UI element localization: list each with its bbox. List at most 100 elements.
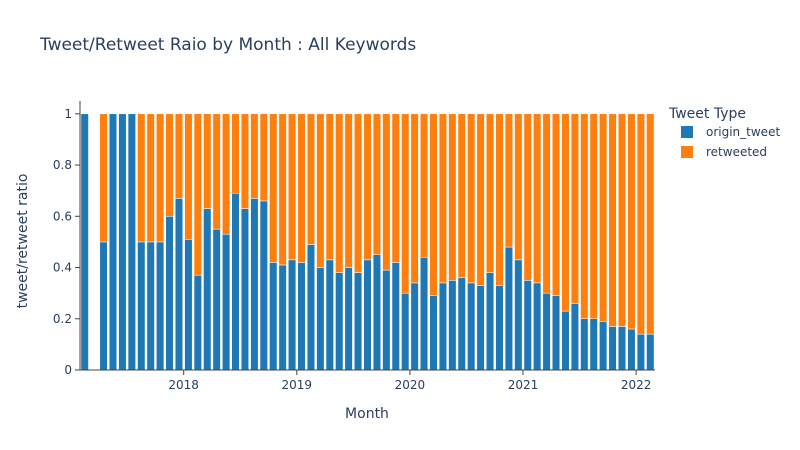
x-axis-title: Month	[345, 406, 389, 422]
bar-origin_tweet	[165, 216, 174, 371]
bar-retweeted	[476, 113, 485, 286]
bar-retweeted	[146, 113, 155, 243]
bar-origin_tweet	[533, 282, 542, 371]
bar-origin_tweet	[99, 241, 108, 371]
bar-retweeted	[306, 113, 315, 245]
bar-origin_tweet	[523, 280, 532, 371]
legend-label-origin_tweet: origin_tweet	[706, 125, 780, 139]
bar-retweeted	[288, 113, 297, 261]
bar-origin_tweet	[325, 259, 334, 371]
y-tick-label: 0.6	[53, 209, 72, 223]
bar-retweeted	[335, 113, 344, 273]
bar-origin_tweet	[269, 262, 278, 371]
bar-retweeted	[269, 113, 278, 263]
bar-retweeted	[486, 113, 495, 273]
bar-retweeted	[222, 113, 231, 235]
bar-origin_tweet	[156, 241, 165, 371]
bar-origin_tweet	[146, 241, 155, 371]
bar-origin_tweet	[127, 113, 136, 371]
y-tick-label: 0	[64, 363, 72, 377]
bar-origin_tweet	[203, 208, 212, 371]
bar-origin_tweet	[467, 282, 476, 371]
bar-retweeted	[646, 113, 655, 335]
bar-origin_tweet	[250, 198, 259, 371]
bar-retweeted	[457, 113, 466, 279]
x-tick-label: 2022	[621, 378, 652, 392]
bar-origin_tweet	[608, 326, 617, 371]
bar-retweeted	[599, 113, 608, 322]
chart-title: Tweet/Retweet Raio by Month : All Keywor…	[39, 35, 416, 55]
bar-retweeted	[382, 113, 391, 271]
bar-retweeted	[495, 113, 504, 286]
bar-origin_tweet	[212, 228, 221, 371]
bar-retweeted	[514, 113, 523, 261]
bar-origin_tweet	[561, 310, 570, 371]
y-tick-label: 0.4	[53, 261, 72, 275]
bar-origin_tweet	[448, 280, 457, 371]
bar-retweeted	[561, 113, 570, 312]
bar-retweeted	[467, 113, 476, 284]
bar-retweeted	[617, 113, 627, 327]
bar-origin_tweet	[552, 295, 561, 371]
bar-retweeted	[627, 113, 636, 330]
bar-origin_tweet	[354, 272, 363, 371]
bar-origin_tweet	[193, 274, 202, 371]
bar-retweeted	[401, 113, 410, 294]
y-axis-title: tweet/retweet ratio	[15, 174, 31, 309]
bar-origin_tweet	[420, 257, 429, 371]
bar-origin_tweet	[316, 267, 325, 371]
x-tick-label: 2019	[282, 378, 313, 392]
y-tick-label: 0.8	[53, 158, 72, 172]
bar-origin_tweet	[372, 254, 381, 371]
bar-origin_tweet	[401, 292, 410, 371]
bar-retweeted	[391, 113, 400, 263]
bar-origin_tweet	[108, 113, 118, 371]
bar-origin_tweet	[504, 246, 513, 371]
bar-retweeted	[316, 113, 325, 268]
bar-retweeted	[523, 113, 532, 281]
bar-retweeted	[278, 113, 287, 266]
bar-retweeted	[99, 113, 108, 243]
bar-retweeted	[420, 113, 429, 258]
bar-origin_tweet	[174, 198, 183, 371]
bar-origin_tweet	[627, 328, 636, 371]
bar-origin_tweet	[288, 259, 297, 371]
bar-retweeted	[193, 113, 202, 276]
bar-origin_tweet	[80, 113, 89, 371]
bar-origin_tweet	[599, 321, 608, 371]
bar-retweeted	[533, 113, 542, 284]
bar-origin_tweet	[335, 272, 344, 371]
bar-retweeted	[542, 113, 551, 294]
bar-retweeted	[165, 113, 174, 217]
bar-retweeted	[240, 113, 249, 209]
bar-retweeted	[184, 113, 193, 240]
bar-origin_tweet	[344, 267, 353, 371]
bar-retweeted	[203, 113, 212, 209]
y-tick-label: 1	[64, 107, 72, 121]
bar-retweeted	[174, 113, 183, 199]
x-tick-label: 2018	[168, 378, 199, 392]
bar-retweeted	[372, 113, 381, 255]
bar-origin_tweet	[118, 113, 127, 371]
bar-origin_tweet	[391, 262, 400, 371]
bar-retweeted	[636, 113, 645, 335]
bar-origin_tweet	[636, 333, 645, 371]
bar-retweeted	[344, 113, 353, 268]
bar-retweeted	[325, 113, 334, 261]
bar-origin_tweet	[646, 333, 655, 371]
x-axis: 2018 2019 2020 2021 2022	[80, 369, 655, 392]
bar-origin_tweet	[542, 292, 551, 371]
bar-retweeted	[137, 113, 146, 243]
legend-label-retweeted: retweeted	[706, 145, 767, 159]
bar-origin_tweet	[617, 326, 627, 371]
bar-origin_tweet	[438, 282, 447, 371]
bar-retweeted	[570, 113, 579, 304]
bar-origin_tweet	[240, 208, 249, 371]
bar-origin_tweet	[363, 259, 372, 371]
bar-origin_tweet	[486, 272, 495, 371]
bar-origin_tweet	[514, 259, 523, 371]
bar-retweeted	[259, 113, 268, 202]
bar-retweeted	[297, 113, 306, 263]
bar-retweeted	[589, 113, 598, 320]
